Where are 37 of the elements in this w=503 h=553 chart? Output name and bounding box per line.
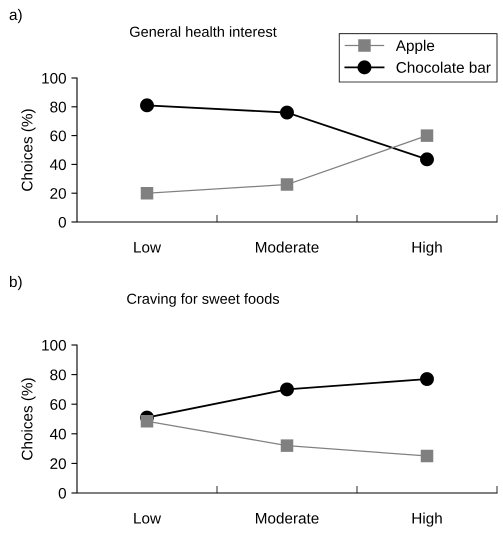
y-tick-label: 60 xyxy=(50,130,66,142)
y-tick-label: 40 xyxy=(50,159,66,170)
text: a) xyxy=(10,8,22,24)
chart-title: General health interest xyxy=(130,26,277,37)
y-tick-label: 20 xyxy=(50,458,66,470)
x-tick-label: Low xyxy=(134,242,162,253)
y-tick-label: 0 xyxy=(58,216,66,228)
x-tick-label: High xyxy=(412,241,442,256)
point xyxy=(280,178,294,191)
point xyxy=(280,439,294,452)
legend-label: Chocolate bar xyxy=(396,62,491,73)
y-tick-label: 80 xyxy=(50,102,66,112)
x-tick-label: Moderate xyxy=(256,512,319,524)
point xyxy=(420,450,434,462)
y-tick-label: 60 xyxy=(50,399,66,410)
y-tick-label: 100 xyxy=(42,340,66,351)
y-tick-label: 20 xyxy=(50,188,66,199)
x-tick-label: High xyxy=(412,512,442,527)
y-axis-title: Choices (%) xyxy=(21,109,36,191)
point xyxy=(140,98,154,112)
x-tick-label: Moderate xyxy=(256,241,319,253)
point xyxy=(280,106,294,120)
point xyxy=(420,129,434,142)
y-tick-label: 80 xyxy=(50,369,66,380)
point xyxy=(280,382,294,396)
y-axis-title: Choices (%) xyxy=(21,378,36,460)
legend-label: Apple xyxy=(396,40,434,54)
y-tick-label: 40 xyxy=(50,428,66,440)
point xyxy=(140,414,154,428)
y-tick-label: 100 xyxy=(42,72,66,84)
text: b) xyxy=(10,276,22,290)
chart-title: Craving for sweet foods xyxy=(127,293,280,307)
point xyxy=(140,186,154,200)
point xyxy=(420,152,434,166)
point xyxy=(420,372,434,386)
y-tick-label: 0 xyxy=(58,488,66,499)
x-tick-label: Low xyxy=(134,513,162,524)
